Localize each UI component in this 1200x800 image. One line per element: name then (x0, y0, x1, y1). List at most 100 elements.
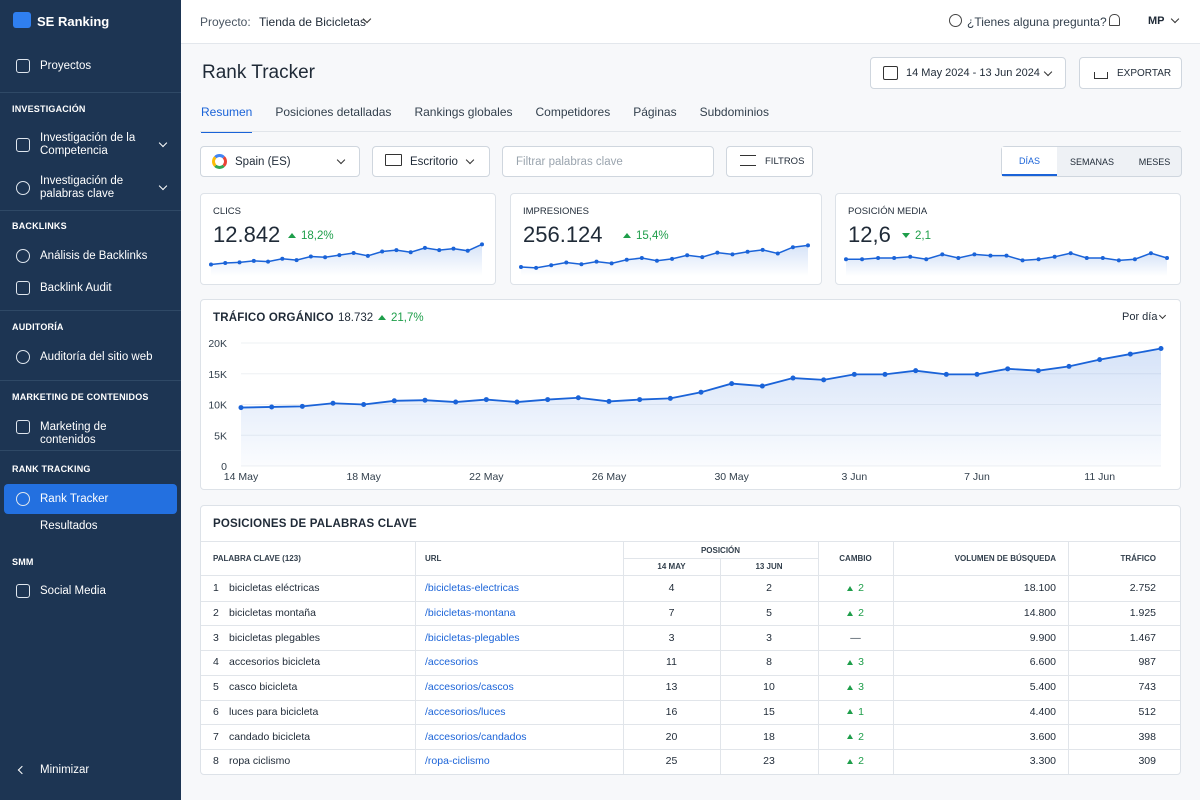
keyword: luces para bicicleta (229, 705, 319, 718)
nav-item[interactable]: Backlink Audit (40, 282, 112, 294)
traffic-total: 18.732 (338, 312, 374, 324)
page-title: Rank Tracker (202, 62, 315, 83)
column-header: CAMBIO (839, 554, 872, 563)
column-header: VOLUMEN DE BÚSQUEDA (954, 554, 1056, 563)
bell-icon[interactable] (1109, 14, 1120, 26)
nav-item[interactable]: Investigación de la Competencia (40, 132, 136, 157)
period-select[interactable]: Por día (1122, 311, 1158, 323)
trend-arrow (847, 585, 854, 591)
keyword-filter-input[interactable]: Filtrar palabras clave (502, 146, 714, 177)
row-number: 1 (213, 582, 219, 595)
traffic: 2.752 (1129, 582, 1156, 595)
trend-arrow (847, 659, 854, 665)
period-button[interactable]: SEMANAS (1069, 156, 1114, 167)
icon (16, 249, 30, 263)
export-button[interactable]: EXPORTAR (1079, 57, 1182, 89)
position-end: 2 (766, 582, 772, 595)
traffic: 987 (1138, 656, 1156, 669)
minimize[interactable]: Minimizar (40, 764, 90, 776)
section-title: MARKETING DE CONTENIDOS (12, 392, 149, 402)
section-title: RANK TRACKING (12, 464, 91, 474)
column-header: PALABRA CLAVE (123) (213, 554, 301, 563)
table-border (201, 600, 1180, 602)
period-button[interactable]: DÍAS (1002, 147, 1057, 176)
position-start: 3 (668, 631, 675, 644)
tab[interactable]: Resumen (201, 105, 253, 133)
table-border (1068, 541, 1069, 774)
change: 3 (818, 675, 893, 700)
monitor-icon (385, 154, 402, 166)
nav-item[interactable]: Proyectos (40, 60, 92, 72)
traffic-title: TRÁFICO ORGÁNICO (213, 312, 334, 324)
avatar[interactable]: MP (1148, 15, 1165, 27)
help-link[interactable]: ¿Tienes alguna pregunta? (967, 15, 1107, 29)
keyword: bicicletas eléctricas (229, 582, 320, 595)
row-number: 4 (213, 656, 219, 669)
period-button[interactable]: MESES (1138, 156, 1171, 167)
url-link[interactable]: /accesorios/cascos (425, 681, 514, 694)
nav-item[interactable]: Marketing de contenidos (40, 421, 107, 446)
url-link[interactable]: /accesorios (425, 656, 479, 669)
kpi-change: 15,4% (623, 230, 669, 242)
url-link[interactable]: /accesorios/candados (425, 730, 527, 743)
kpi-card: CLICS 12.842 18,2% (200, 193, 496, 285)
change-value: 2 (858, 755, 864, 768)
table-border (201, 541, 1180, 542)
nav-subitem[interactable]: Resultados (40, 520, 98, 532)
separator (0, 92, 181, 93)
position-end: 15 (763, 705, 775, 718)
chevron (1170, 14, 1180, 24)
table-title: POSICIONES DE PALABRAS CLAVE (213, 518, 417, 530)
change: 2 (818, 749, 893, 774)
traffic: 1.925 (1129, 607, 1156, 620)
tab[interactable]: Posiciones detalladas (275, 105, 392, 119)
tab[interactable]: Competidores (535, 105, 611, 119)
trend-arrow (623, 233, 631, 239)
nav-item[interactable]: Auditoría del sitio web (40, 351, 153, 363)
table-border (201, 650, 1180, 652)
url-link[interactable]: /bicicletas-plegables (425, 631, 520, 644)
brand: SE Ranking (37, 14, 110, 29)
kpi-value: 12.842 (213, 222, 281, 247)
trend-arrow (288, 233, 296, 239)
kpi-label: POSICIÓN MEDIA (848, 206, 928, 217)
project-label: Proyecto: (200, 15, 251, 29)
nav-item[interactable]: Social Media (40, 585, 106, 597)
table-border (201, 625, 1180, 627)
nav-item[interactable]: Investigación de palabras clave (40, 175, 124, 200)
nav-item[interactable]: Análisis de Backlinks (40, 250, 148, 262)
change-value: 2 (858, 730, 864, 743)
traffic: 309 (1138, 755, 1156, 768)
nav-item-active[interactable]: Rank Tracker (40, 493, 109, 505)
search-volume: 18.100 (1023, 582, 1056, 595)
position-end: 18 (763, 730, 775, 743)
tab[interactable]: Rankings globales (414, 105, 513, 119)
topbar: Proyecto: Tienda de Bicicletas ¿Tienes a… (181, 0, 1200, 44)
location-select[interactable]: Spain (ES) (200, 146, 360, 177)
filters-button[interactable]: FILTROS (726, 146, 813, 177)
device-select[interactable]: Escritorio (372, 146, 490, 177)
table-border (201, 674, 1180, 676)
tab[interactable]: Páginas (633, 105, 677, 119)
table-border (818, 541, 819, 774)
url-link[interactable]: /accesorios/luces (425, 705, 506, 718)
url-link[interactable]: /bicicletas-electricas (425, 582, 519, 595)
table-border (201, 575, 1180, 576)
traffic: 743 (1138, 681, 1156, 694)
tab[interactable]: Subdominios (699, 105, 769, 119)
traffic: 398 (1138, 730, 1156, 743)
project-select[interactable]: Tienda de Bicicletas (259, 15, 366, 29)
row-number: 3 (213, 631, 219, 644)
url-link[interactable]: /bicicletas-montana (425, 607, 516, 620)
kpi-card: POSICIÓN MEDIA 12,6 2,1 (835, 193, 1181, 285)
tabs: Resumen Posiciones detalladas Rankings glo… (201, 105, 769, 133)
chevron (17, 765, 27, 775)
change: 2 (818, 724, 893, 749)
search-volume: 3.300 (1029, 755, 1056, 768)
section-title: AUDITORÍA (12, 322, 64, 332)
table-border (893, 541, 894, 774)
date-range[interactable]: 14 May 2024 - 13 Jun 2024 (870, 57, 1066, 89)
column-header: URL (425, 554, 442, 563)
trend-arrow (902, 233, 910, 239)
url-link[interactable]: /ropa-ciclismo (425, 755, 490, 768)
